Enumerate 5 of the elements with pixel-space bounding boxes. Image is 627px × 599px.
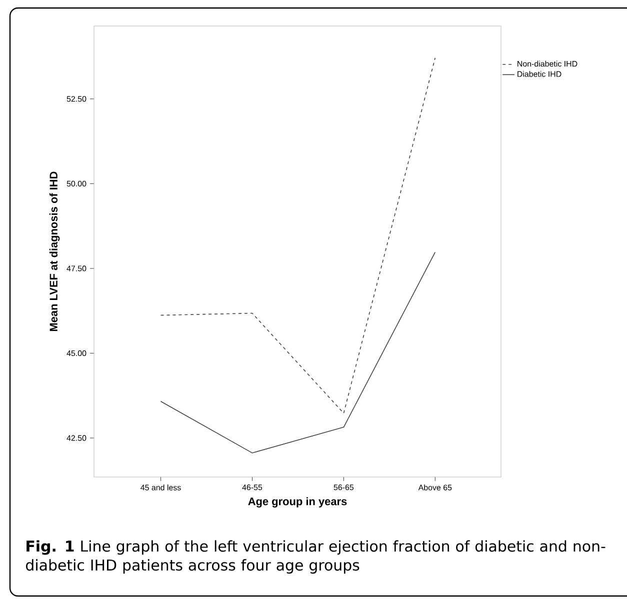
x-axis-title: Age group in years [248,497,347,508]
line-series [160,252,436,454]
y-axis-title: Mean LVEF at diagnosis of IHD [49,172,60,332]
text: Fig. 1 Line graph of the left ventricular ejection fraction of diabetic and non-diabetic IHD patients across four age groups [26,540,606,574]
line-series [160,57,436,414]
